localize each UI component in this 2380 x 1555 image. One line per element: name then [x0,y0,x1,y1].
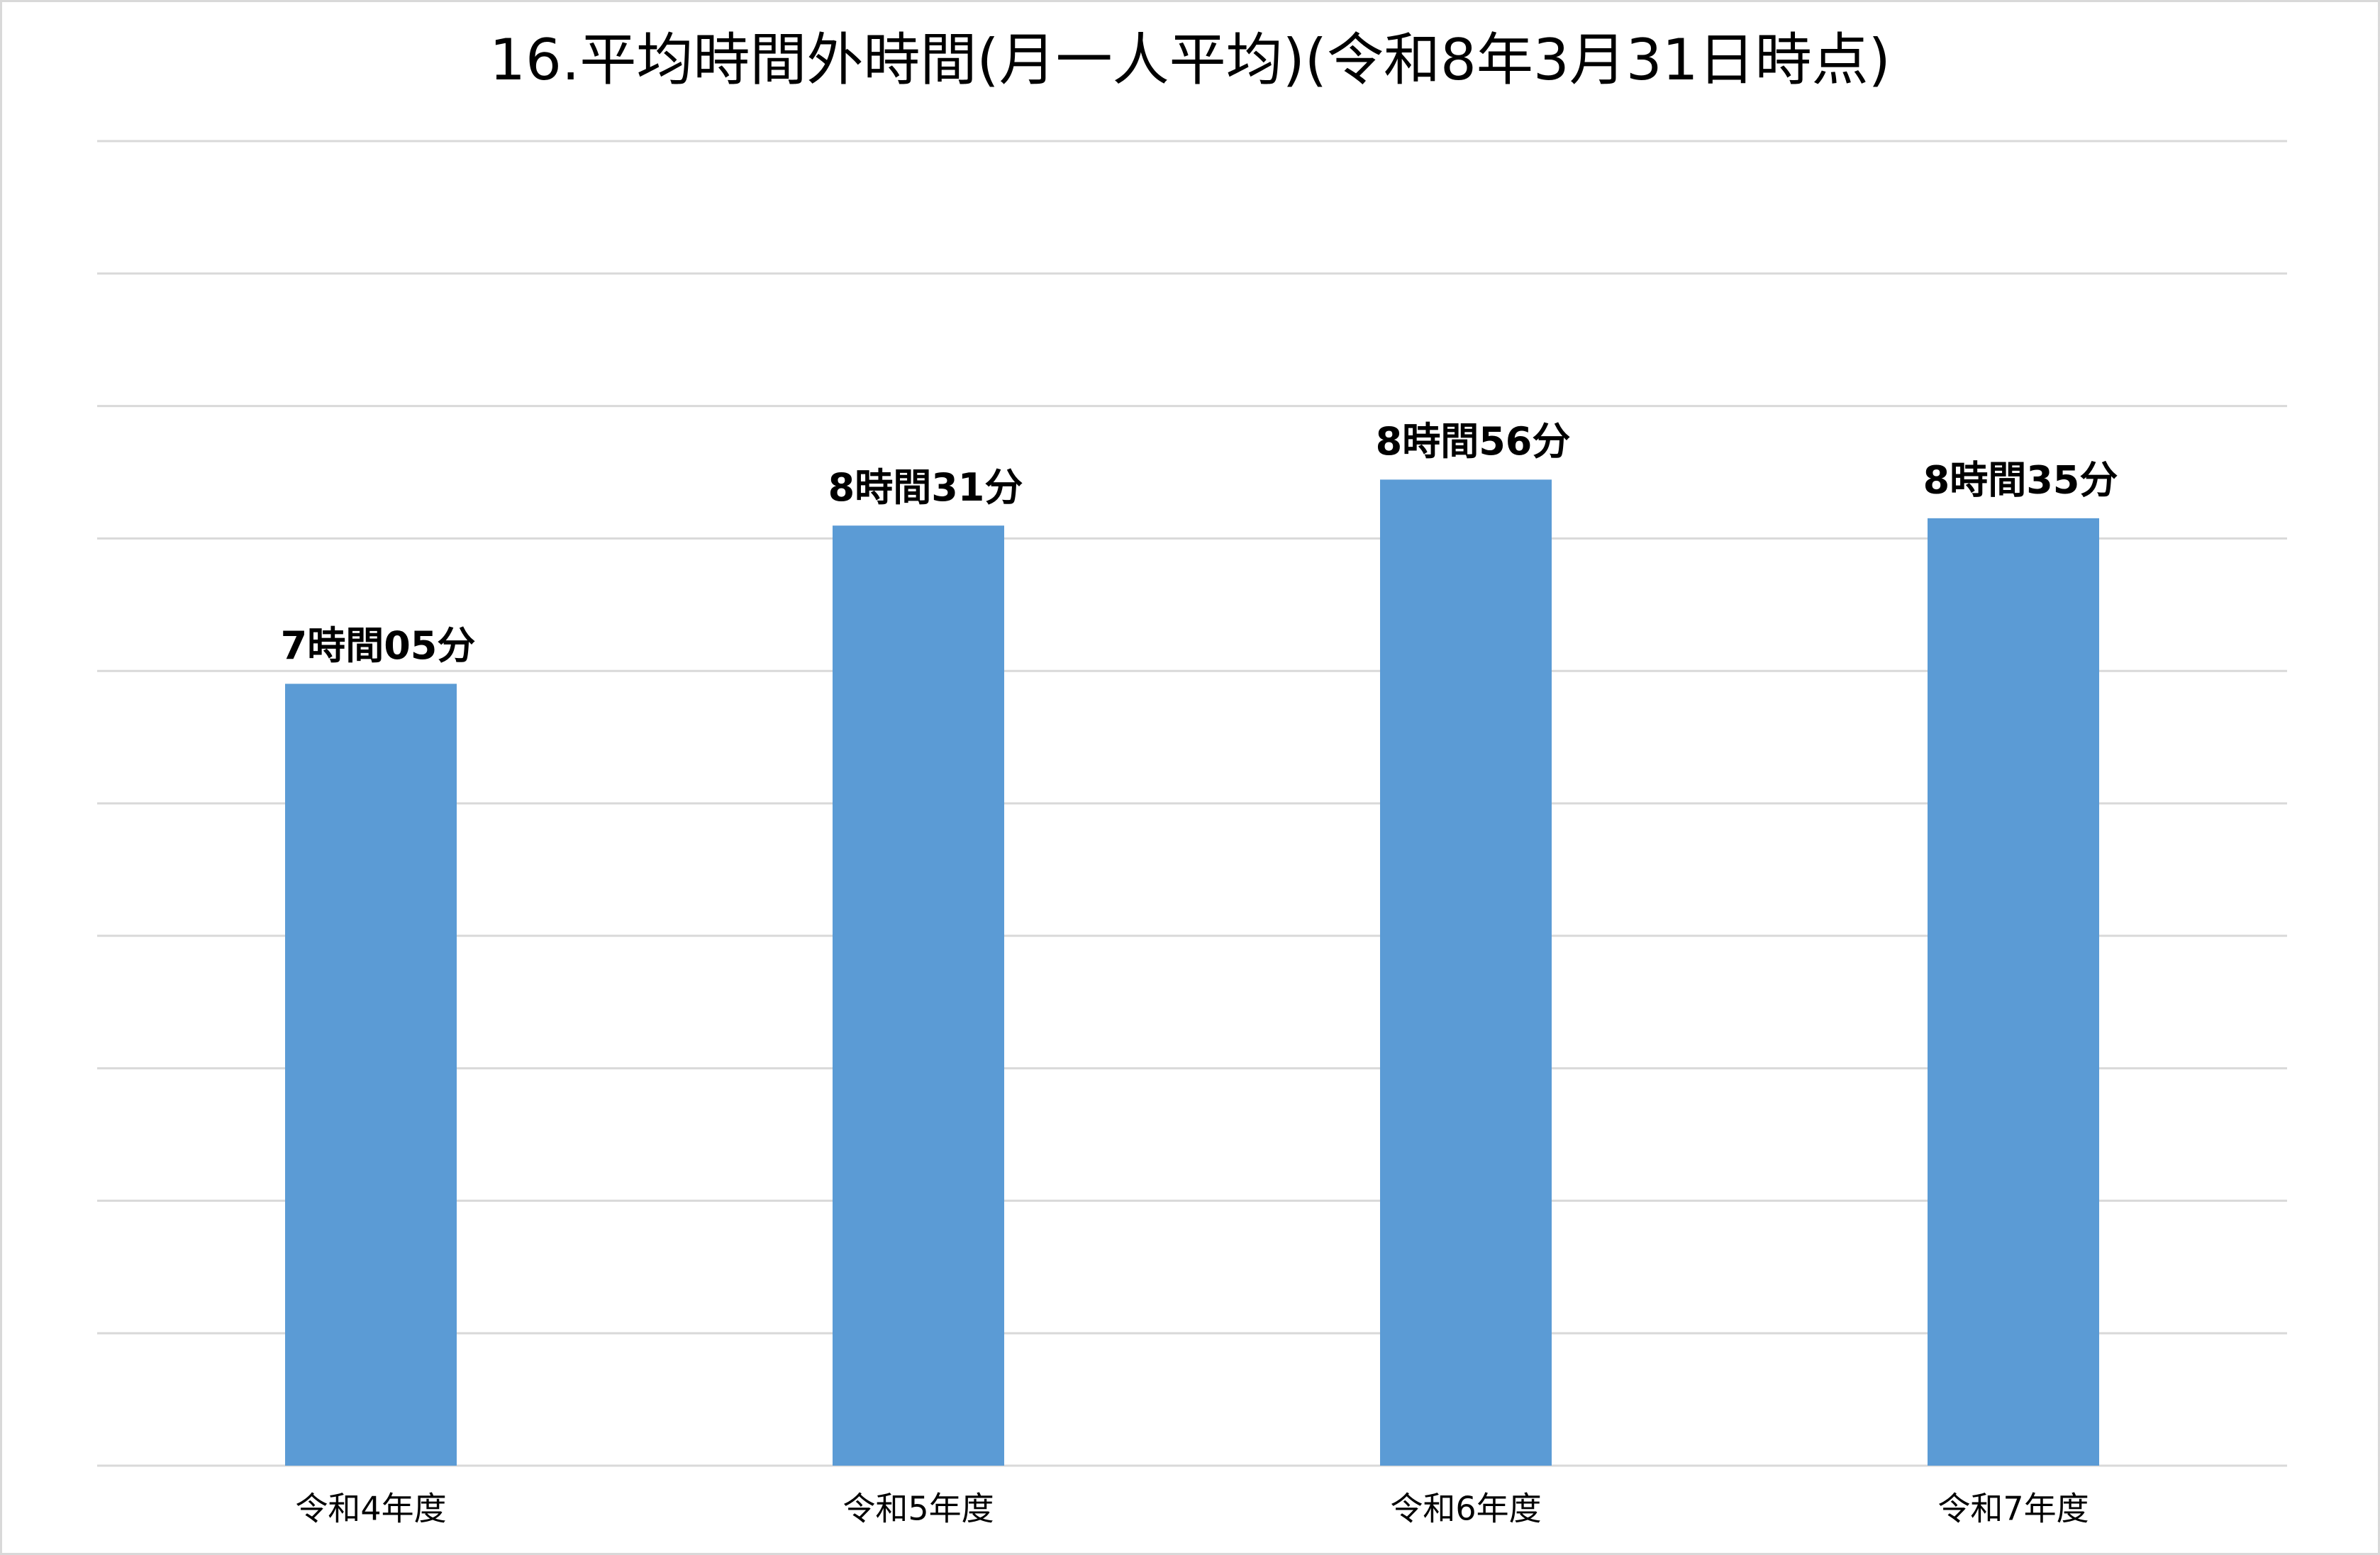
x-tick-label: 令和7年度 [1937,1490,2089,1528]
x-tick-label: 令和4年度 [295,1490,446,1528]
data-label: 8時間31分 [828,465,1023,510]
bar [1380,479,1552,1466]
data-label: 8時間35分 [1923,458,2118,503]
bar [833,525,1004,1466]
data-label: 7時間05分 [281,623,476,668]
data-label: 8時間56分 [1376,419,1571,464]
bar [285,684,457,1466]
chart-title: 16.平均時間外時間(月一人平均)(令和8年3月31日時点) [489,27,1891,93]
bar [1928,518,2099,1466]
x-tick-label: 令和5年度 [843,1490,994,1528]
x-tick-label: 令和6年度 [1390,1490,1541,1528]
